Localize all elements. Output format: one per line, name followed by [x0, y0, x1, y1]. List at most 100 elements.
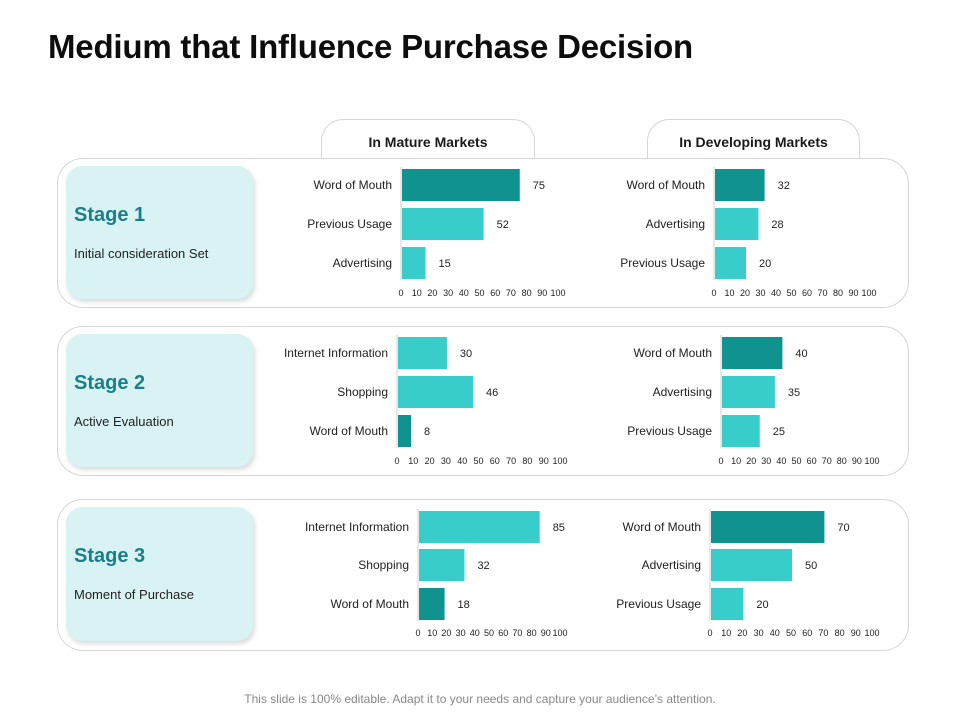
tick-label: 80	[522, 456, 532, 466]
category-label: Previous Usage	[620, 256, 705, 270]
tick-label: 50	[786, 288, 796, 298]
category-label: Shopping	[358, 558, 409, 572]
stage-title: Stage 2	[74, 372, 146, 394]
footer-note: This slide is 100% editable. Adapt it to…	[244, 692, 716, 706]
data-label: 8	[424, 426, 430, 438]
tick-label: 90	[848, 288, 858, 298]
stage-subtitle: Active Evaluation	[74, 414, 174, 429]
tick-label: 90	[852, 456, 862, 466]
category-label: Word of Mouth	[634, 346, 712, 360]
stage-title: Stage 3	[74, 545, 146, 567]
tick-label: 60	[802, 288, 812, 298]
stage-subtitle: Moment of Purchase	[74, 587, 194, 602]
stage-card-3: Stage 3 Moment of Purchase	[66, 507, 253, 641]
data-label: 50	[805, 560, 817, 572]
tick-label: 50	[474, 288, 484, 298]
tick-label: 90	[851, 628, 861, 638]
data-label: 32	[477, 560, 489, 572]
bar	[715, 169, 765, 201]
bar	[402, 208, 484, 240]
category-label: Word of Mouth	[310, 424, 388, 438]
bar	[715, 208, 759, 240]
bar	[722, 376, 775, 408]
category-label: Previous Usage	[307, 217, 392, 231]
data-label: 25	[773, 426, 785, 438]
market-header-developing: In Developing Markets	[647, 119, 860, 163]
category-label: Advertising	[646, 217, 705, 231]
data-label: 85	[553, 522, 565, 534]
bar	[722, 415, 760, 447]
bar	[402, 169, 520, 201]
tick-label: 70	[506, 288, 516, 298]
tick-label: 70	[822, 456, 832, 466]
tick-label: 90	[541, 628, 551, 638]
category-label: Word of Mouth	[627, 178, 705, 192]
tick-label: 10	[724, 288, 734, 298]
data-label: 18	[458, 599, 470, 611]
tick-label: 80	[527, 628, 537, 638]
tick-label: 60	[802, 628, 812, 638]
tick-label: 70	[512, 628, 522, 638]
tick-label: 60	[490, 456, 500, 466]
stage-card-2: Stage 2 Active Evaluation	[66, 334, 253, 467]
data-label: 15	[439, 258, 451, 270]
data-label: 20	[756, 599, 768, 611]
tick-label: 100	[864, 628, 879, 638]
tick-label: 20	[746, 456, 756, 466]
tick-label: 30	[755, 288, 765, 298]
tick-label: 30	[443, 288, 453, 298]
bar	[402, 247, 426, 279]
tick-label: 10	[731, 456, 741, 466]
tick-label: 20	[427, 288, 437, 298]
bar	[419, 511, 540, 543]
tick-label: 10	[412, 288, 422, 298]
bar	[398, 376, 473, 408]
stage-subtitle: Initial consideration Set	[74, 246, 209, 261]
tick-label: 20	[740, 288, 750, 298]
category-label: Previous Usage	[627, 424, 712, 438]
tick-label: 80	[835, 628, 845, 638]
bar	[715, 247, 746, 279]
tick-label: 40	[771, 288, 781, 298]
market-header-mature: In Mature Markets	[321, 119, 535, 163]
tick-label: 100	[864, 456, 879, 466]
bar	[711, 511, 825, 543]
tick-label: 10	[427, 628, 437, 638]
tick-label: 50	[484, 628, 494, 638]
tick-label: 50	[791, 456, 801, 466]
category-label: Internet Information	[284, 346, 388, 360]
category-label: Word of Mouth	[623, 520, 701, 534]
tick-label: 0	[415, 628, 420, 638]
tick-label: 60	[498, 628, 508, 638]
tick-label: 10	[721, 628, 731, 638]
bar	[722, 337, 783, 369]
data-label: 35	[788, 387, 800, 399]
category-label: Shopping	[337, 385, 388, 399]
bar	[419, 588, 445, 620]
tick-label: 40	[470, 628, 480, 638]
tick-label: 20	[425, 456, 435, 466]
data-label: 32	[778, 180, 790, 192]
tick-label: 40	[770, 628, 780, 638]
data-label: 30	[460, 348, 472, 360]
data-label: 52	[497, 219, 509, 231]
tick-label: 20	[441, 628, 451, 638]
category-label: Word of Mouth	[314, 178, 392, 192]
category-label: Internet Information	[305, 520, 409, 534]
tick-label: 100	[552, 628, 567, 638]
tick-label: 20	[737, 628, 747, 638]
bar	[711, 588, 744, 620]
tick-label: 50	[786, 628, 796, 638]
tick-label: 0	[718, 456, 723, 466]
category-label: Previous Usage	[616, 597, 701, 611]
tick-label: 90	[539, 456, 549, 466]
data-label: 75	[533, 180, 545, 192]
tick-label: 0	[398, 288, 403, 298]
tick-label: 70	[506, 456, 516, 466]
category-label: Word of Mouth	[331, 597, 409, 611]
tick-label: 80	[833, 288, 843, 298]
data-label: 70	[837, 522, 849, 534]
tick-label: 100	[552, 456, 567, 466]
tick-label: 30	[761, 456, 771, 466]
